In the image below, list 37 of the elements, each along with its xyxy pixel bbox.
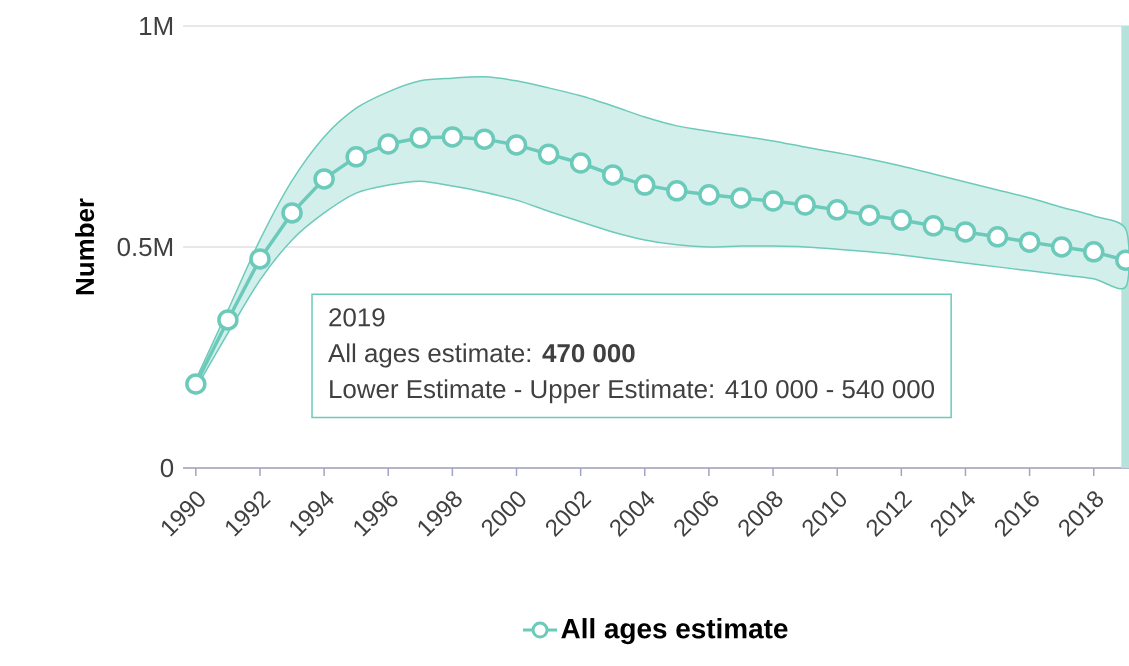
- point: [409, 127, 432, 149]
- point: [281, 202, 303, 224]
- y-tick-label: 0: [160, 458, 174, 478]
- point: [986, 226, 1009, 248]
- point: [505, 134, 528, 156]
- point: [569, 152, 592, 174]
- y-tick-label: 1M: [140, 17, 173, 35]
- point: [954, 221, 977, 243]
- y-axis-title: Number: [75, 198, 95, 295]
- point: [1050, 236, 1073, 258]
- point: [185, 373, 207, 395]
- point: [858, 204, 881, 226]
- point: [537, 143, 560, 165]
- point: [730, 187, 752, 209]
- point: [890, 209, 913, 231]
- annotation: All ages estimate: 470 000: [328, 343, 635, 368]
- point: [794, 194, 816, 216]
- point: [1082, 241, 1105, 263]
- point: [345, 146, 367, 168]
- point: [922, 215, 945, 237]
- point: [473, 128, 496, 150]
- point: [377, 133, 399, 155]
- point: [1018, 231, 1041, 253]
- point: [666, 180, 688, 202]
- annotation: Lower Estimate - Upper Estimate: 410 000 - 540 000: [330, 379, 935, 404]
- point: [826, 199, 848, 221]
- point: [762, 190, 784, 212]
- point: [634, 174, 656, 196]
- point: [249, 248, 271, 270]
- point: [313, 168, 335, 190]
- legend-label: All ages estimate: [561, 618, 788, 645]
- annotation: 2019: [329, 308, 385, 327]
- point: [441, 126, 464, 148]
- point: [217, 309, 239, 331]
- point: [698, 184, 720, 206]
- point: [601, 164, 624, 186]
- y-tick-label: 0.5M: [117, 237, 173, 257]
